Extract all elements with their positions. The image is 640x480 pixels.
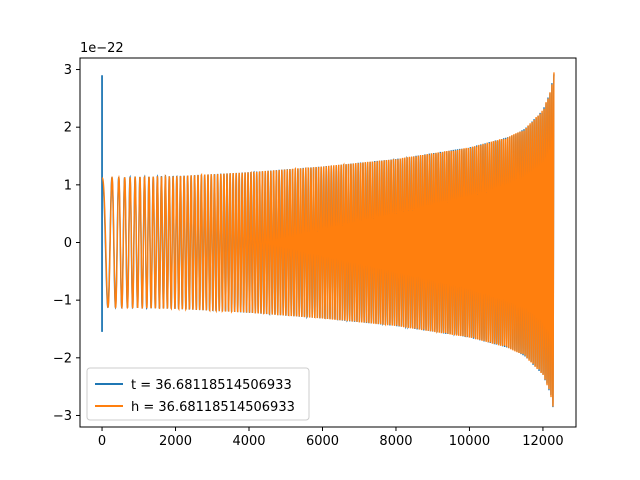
x-tick-label: 6000 — [306, 434, 339, 449]
y-tick-label: 3 — [64, 63, 72, 78]
y-axis-ticks: −3 −2 −1 0 1 2 3 — [53, 63, 80, 424]
y-axis-offset-label: 1e−22 — [80, 41, 124, 56]
x-tick-label: 8000 — [379, 434, 412, 449]
y-tick-label: −1 — [53, 294, 72, 309]
legend-label-h: h = 36.68118514506933 — [131, 400, 295, 415]
legend-box — [86, 367, 310, 421]
legend-label-t: t = 36.68118514506933 — [131, 378, 292, 393]
y-tick-label: 1 — [64, 178, 72, 193]
x-tick-label: 2000 — [159, 434, 192, 449]
y-tick-label: −3 — [53, 409, 72, 424]
series-layer — [101, 72, 555, 408]
x-tick-label: 4000 — [232, 434, 265, 449]
legend: t = 36.68118514506933 h = 36.68118514506… — [86, 367, 310, 421]
y-tick-label: −2 — [53, 351, 72, 366]
x-axis-ticks: 0 2000 4000 6000 8000 10000 12000 — [98, 427, 564, 449]
y-tick-label: 2 — [64, 121, 72, 136]
x-tick-label: 0 — [98, 434, 106, 449]
x-tick-label: 10000 — [449, 434, 490, 449]
x-tick-label: 12000 — [522, 434, 563, 449]
y-tick-label: 0 — [64, 236, 72, 251]
series-line-h — [101, 72, 555, 407]
